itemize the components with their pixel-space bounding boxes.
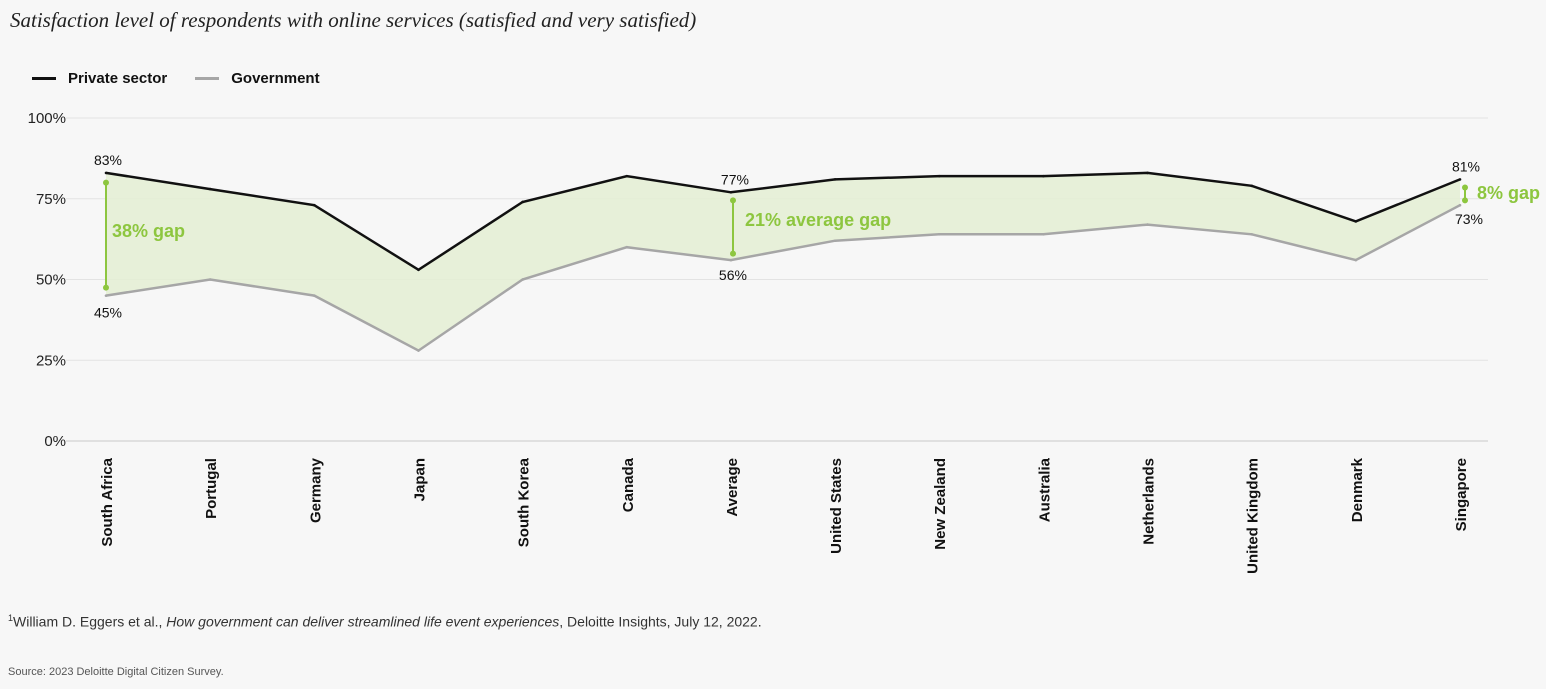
chart-title: Satisfaction level of respondents with o… [10, 8, 697, 32]
data-label-south-africa-private: 83% [94, 152, 122, 168]
gap-area [106, 172, 1460, 351]
x-tick-label: New Zealand [932, 458, 949, 550]
south-africa-gap-bracket-end [103, 284, 109, 291]
government-point [313, 294, 316, 297]
data-label-south-africa-government: 45% [94, 305, 122, 321]
annotation-singapore-gap: 8% gap [1477, 183, 1540, 203]
legend-item-private: Private sector [32, 70, 167, 87]
government-point [1250, 232, 1253, 236]
private-sector-line [105, 171, 1461, 272]
private-point [833, 178, 837, 181]
x-tick-label: United States [828, 458, 845, 554]
government-point [937, 232, 941, 236]
government-point [833, 239, 837, 243]
singapore-gap-bracket-end [1462, 184, 1468, 191]
private-point [1458, 178, 1462, 181]
data-label-singapore-government: 73% [1455, 211, 1483, 227]
singapore-gap-bracket-end [1462, 197, 1468, 204]
legend: Private sector Government [32, 70, 320, 87]
annotation-south-africa-gap: 38% gap [112, 221, 185, 241]
y-tick-label: 0% [44, 433, 66, 450]
private-point [313, 203, 316, 207]
footnote-author: William D. Eggers et al., [13, 613, 167, 630]
private-point [625, 174, 629, 178]
government-point [1458, 203, 1462, 207]
y-tick-label: 25% [36, 352, 66, 369]
x-tick-label: Germany [307, 457, 324, 523]
government-point [729, 258, 733, 262]
private-point [1042, 174, 1045, 178]
legend-label-government: Government [231, 70, 320, 87]
x-tick-label: Canada [620, 457, 637, 512]
government-point [1354, 258, 1358, 262]
x-tick-label: Australia [1036, 457, 1053, 522]
private-point [729, 190, 733, 194]
legend-item-government: Government [195, 70, 320, 87]
south-africa-gap-bracket-end [103, 179, 109, 186]
legend-swatch-government [195, 77, 220, 80]
private-point [104, 171, 108, 175]
data-label-average-private: 77% [721, 171, 749, 187]
private-point [1250, 184, 1253, 188]
government-point [208, 278, 212, 281]
x-tick-label: South Korea [516, 457, 533, 547]
private-point [521, 200, 524, 204]
average-gap-bracket-end [730, 250, 736, 257]
government-point [1146, 223, 1149, 226]
legend-swatch-private [32, 77, 56, 80]
x-tick-label: Singapore [1453, 458, 1470, 531]
private-point [1146, 171, 1149, 175]
government-line [105, 204, 1461, 353]
government-point [1042, 232, 1045, 236]
government-point [625, 245, 629, 249]
private-point [937, 174, 941, 178]
line-chart: 0% 25% 50% 75% 100% South Africa Portugal Germa… [28, 110, 1540, 574]
y-tick-label: 100% [28, 110, 66, 127]
x-tick-label: Portugal [203, 458, 220, 519]
government-point [521, 278, 524, 281]
source-note: Source: 2023 Deloitte Digital Citizen Su… [8, 666, 224, 678]
x-tick-label: Average [724, 458, 741, 517]
legend-label-private: Private sector [68, 70, 168, 87]
data-label-average-government: 56% [719, 267, 747, 283]
x-tick-label: Japan [411, 458, 428, 501]
footnote-work: How government can deliver streamlined l… [166, 613, 560, 630]
x-tick-label: Denmark [1349, 457, 1366, 522]
footnote: 1William D. Eggers et al., How governmen… [8, 613, 762, 630]
private-point [208, 187, 212, 191]
annotation-average-gap: 21% average gap [745, 210, 891, 230]
private-point [417, 268, 420, 272]
x-tick-label: United Kingdom [1245, 458, 1262, 574]
x-tick-label: South Africa [99, 457, 116, 546]
footnote-rest: , Deloitte Insights, July 12, 2022. [559, 613, 762, 630]
government-point [104, 294, 108, 297]
average-gap-bracket-end [730, 197, 736, 204]
private-point [1354, 220, 1358, 223]
x-tick-label: Netherlands [1141, 458, 1158, 545]
footnote-marker: 1 [8, 613, 14, 623]
y-tick-label: 50% [36, 272, 66, 289]
government-point [417, 349, 420, 352]
y-tick-label: 75% [36, 191, 66, 208]
data-label-singapore-private: 81% [1452, 158, 1480, 174]
